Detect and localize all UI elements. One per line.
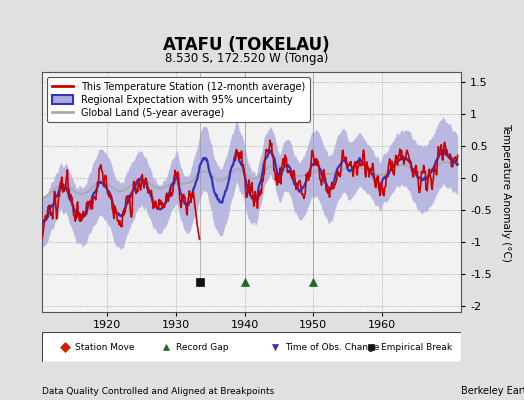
Legend: This Temperature Station (12-month average), Regional Expectation with 95% uncer: This Temperature Station (12-month avera… (47, 77, 310, 122)
Text: 8.530 S, 172.520 W (Tonga): 8.530 S, 172.520 W (Tonga) (165, 52, 328, 65)
Text: Empirical Break: Empirical Break (381, 342, 453, 352)
Text: Record Gap: Record Gap (176, 342, 228, 352)
Text: Berkeley Earth: Berkeley Earth (461, 386, 524, 396)
Text: Data Quality Controlled and Aligned at Breakpoints: Data Quality Controlled and Aligned at B… (42, 387, 274, 396)
Text: Time of Obs. Change: Time of Obs. Change (285, 342, 379, 352)
FancyBboxPatch shape (42, 332, 461, 362)
Y-axis label: Temperature Anomaly (°C): Temperature Anomaly (°C) (501, 122, 511, 262)
Text: ATAFU (TOKELAU): ATAFU (TOKELAU) (163, 36, 330, 54)
Text: Station Move: Station Move (75, 342, 135, 352)
